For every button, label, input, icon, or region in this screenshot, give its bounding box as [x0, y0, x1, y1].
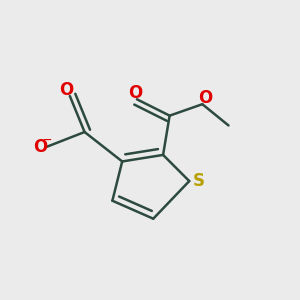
Text: −: − [43, 134, 52, 145]
Text: O: O [199, 89, 213, 107]
Text: O: O [33, 138, 47, 156]
Text: O: O [128, 84, 142, 102]
Text: S: S [192, 172, 204, 190]
Text: O: O [59, 81, 74, 99]
